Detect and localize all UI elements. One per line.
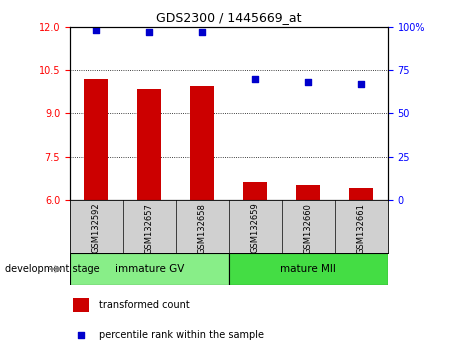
Text: mature MII: mature MII (281, 264, 336, 274)
Point (199, 29, 206, 35)
Bar (84, 79, 108, 200)
Point (78, 332, 85, 338)
Point (252, 76, 259, 81)
Text: immature GV: immature GV (115, 264, 184, 274)
Bar (138, 89, 161, 200)
Text: GSM132661: GSM132661 (357, 202, 366, 253)
Text: percentile rank within the sample: percentile rank within the sample (98, 330, 263, 340)
Bar (350, 188, 373, 200)
Text: transformed count: transformed count (98, 300, 189, 310)
Title: GDS2300 / 1445669_at: GDS2300 / 1445669_at (156, 11, 302, 24)
Point (93, 27, 100, 33)
Text: GSM132657: GSM132657 (145, 202, 154, 253)
Text: GSM132658: GSM132658 (198, 202, 207, 253)
Text: GSM132660: GSM132660 (304, 202, 313, 253)
Bar (73, 298, 89, 312)
Bar (190, 86, 214, 200)
FancyBboxPatch shape (70, 253, 229, 285)
Bar (296, 185, 320, 200)
Text: development stage: development stage (5, 264, 99, 274)
Text: GSM132659: GSM132659 (251, 202, 260, 253)
Point (358, 81, 365, 87)
Text: GSM132592: GSM132592 (92, 202, 101, 253)
FancyBboxPatch shape (229, 253, 388, 285)
Point (146, 29, 153, 35)
Point (305, 79, 312, 85)
Bar (244, 182, 267, 200)
